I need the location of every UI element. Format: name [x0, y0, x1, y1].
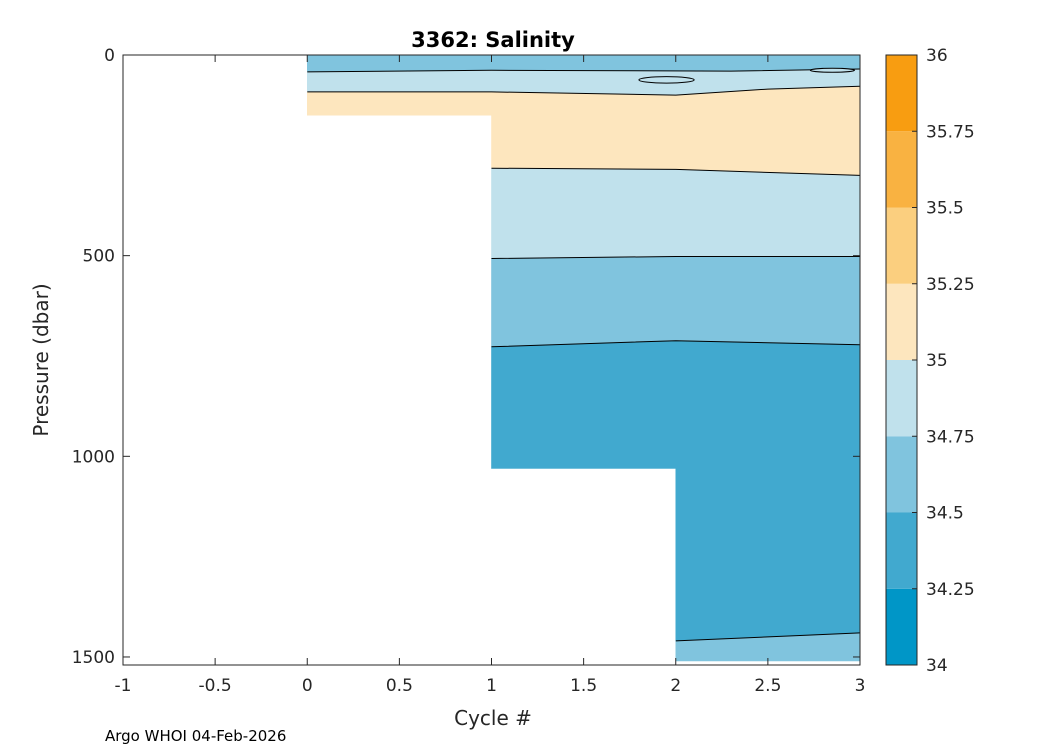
closed-contour-1	[638, 76, 695, 84]
contour-line-6	[675, 632, 861, 642]
colorbar-segment	[886, 131, 917, 208]
colorbar-tick-label: 36	[926, 46, 948, 66]
y-axis-ticks: 0 500 1000 1500	[72, 46, 860, 668]
colorbar-tick-label: 35	[926, 351, 948, 371]
colorbar-segment	[886, 55, 917, 132]
y-tick-label: 1000	[72, 447, 115, 467]
contour-line-2	[307, 85, 861, 96]
footer-text: Argo WHOI 04-Feb-2026	[105, 727, 286, 745]
colorbar-segment	[886, 436, 917, 513]
contour-line-1	[307, 68, 861, 73]
contour-line-5	[491, 340, 861, 348]
colorbar-segment	[886, 207, 917, 284]
colorbar-tick-label: 35.5	[926, 199, 964, 219]
chart-title: 3362: Salinity	[411, 28, 575, 52]
contour-line-3	[491, 167, 861, 176]
colorbar-segment	[886, 512, 917, 589]
y-axis-label: Pressure (dbar)	[29, 283, 53, 436]
colorbar-segment	[886, 588, 917, 665]
y-tick-label: 500	[83, 247, 115, 267]
x-tick-label: 2	[670, 676, 681, 696]
colorbar-tick-label: 35.75	[926, 122, 975, 142]
salinity-region-4	[491, 167, 861, 259]
x-axis-ticks: -1 -0.5 0 0.5 1 1.5 2 2.5 3	[115, 55, 866, 696]
y-tick-label: 1500	[72, 648, 115, 668]
x-axis-label: Cycle #	[454, 706, 532, 730]
x-tick-label: 1.5	[570, 676, 597, 696]
colorbar: 34 34.25 34.5 34.75 35 35.25 35.5 35.75 36	[885, 46, 975, 676]
colorbar-segment	[886, 360, 917, 437]
colorbar-segment	[886, 283, 917, 360]
plot-area	[123, 54, 861, 665]
x-tick-label: 3	[855, 676, 866, 696]
x-tick-label: -0.5	[199, 676, 232, 696]
salinity-region-5	[491, 256, 861, 348]
y-tick-label: 0	[104, 46, 115, 66]
x-tick-label: -1	[115, 676, 132, 696]
colorbar-tick-label: 35.25	[926, 275, 975, 295]
x-tick-label: 1	[486, 676, 497, 696]
x-tick-label: 2.5	[754, 676, 781, 696]
x-tick-label: 0.5	[386, 676, 413, 696]
x-tick-label: 0	[302, 676, 313, 696]
closed-contour-2	[809, 67, 855, 73]
colorbar-tick-label: 34.75	[926, 427, 975, 447]
contour-line-4	[491, 256, 860, 259]
colorbar-tick-label: 34.25	[926, 580, 975, 600]
colorbar-tick-label: 34	[926, 656, 948, 676]
colorbar-tick-label: 34.5	[926, 504, 964, 524]
